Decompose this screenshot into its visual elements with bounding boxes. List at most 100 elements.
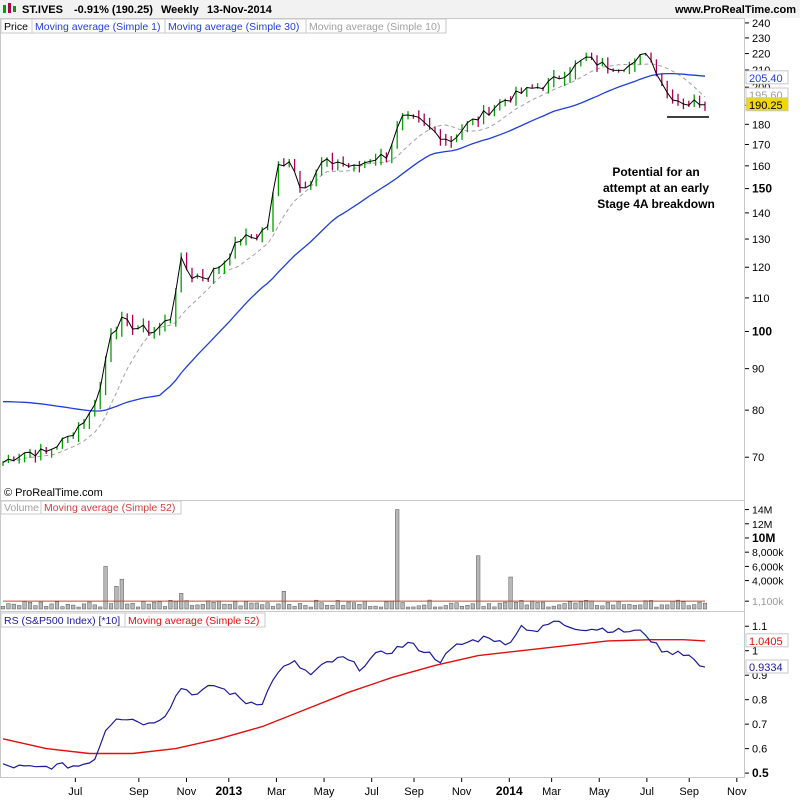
- volume-bar: [281, 590, 286, 610]
- last-price-tag-bg: [745, 97, 789, 112]
- volume-bar: [189, 605, 195, 610]
- price-tick-label: 240: [752, 18, 770, 30]
- x-tick-label: Mar: [267, 786, 286, 798]
- volume-bar: [540, 601, 546, 610]
- volume-bar: [135, 606, 141, 610]
- x-axis: Jul Sep Nov 2013 Mar May Jul Sep Nov 2014 Mar May Ju…: [68, 778, 747, 798]
- volume-bar: [632, 605, 637, 610]
- volume-tick-label: 14M: [752, 505, 772, 517]
- legend-ma1: Moving average (Simple 1): [35, 21, 160, 33]
- volume-bar: [519, 600, 524, 610]
- x-tick-label: Nov: [177, 786, 197, 798]
- volume-bar: [27, 601, 33, 610]
- rs-tick-label: 0.5: [752, 766, 769, 780]
- volume-bar: [373, 605, 378, 610]
- volume-bar: [22, 601, 27, 610]
- volume-bar: [389, 600, 394, 610]
- price-tick-label: 120: [752, 262, 770, 274]
- volume-bar: [33, 605, 38, 610]
- period-label: Weekly: [161, 4, 200, 16]
- rs-tick-label: 0.7: [752, 719, 767, 731]
- volume-bar: [594, 605, 600, 610]
- volume-bar: [432, 606, 438, 610]
- price-legend: Price Moving average (Simple 1) Moving a…: [0, 18, 447, 34]
- volume-bar: [308, 606, 313, 610]
- legend-rs-ma: Moving average (Simple 52): [128, 615, 259, 627]
- volume-bar: [481, 606, 486, 610]
- x-tick-label: Nov: [727, 786, 747, 798]
- volume-bar: [206, 600, 211, 610]
- rs-ma-value-tag: 1.0405: [749, 636, 783, 648]
- rs-line: [2, 620, 706, 770]
- legend-ma30: Moving average (Simple 30): [168, 21, 299, 33]
- volume-bar: [665, 604, 670, 610]
- volume-bar: [621, 604, 627, 610]
- volume-bar: [141, 601, 146, 610]
- volume-bar: [216, 600, 222, 610]
- x-tick-label: Jul: [365, 786, 379, 798]
- volume-bar: [330, 605, 335, 610]
- volume-bar: [422, 604, 427, 610]
- volume-bar: [627, 604, 632, 610]
- x-tick-label: Sep: [129, 786, 149, 798]
- volume-bar: [254, 602, 259, 610]
- volume-bar: [195, 604, 200, 610]
- annotation-text: Potential for an attempt at an early Sta…: [597, 165, 715, 211]
- volume-bar: [567, 601, 573, 610]
- rs-series: 1.0405 0.9334: [2, 620, 789, 770]
- volume-bar: [162, 606, 168, 610]
- rs-value-tag: 0.9334: [749, 662, 783, 674]
- last-price-tag: 190.25: [749, 100, 783, 112]
- volume-bar: [643, 600, 648, 610]
- volume-bar: [362, 600, 367, 610]
- volume-bar: [681, 601, 686, 610]
- legend-volume: Volume: [4, 502, 39, 514]
- volume-tick-label: 8,000k: [752, 547, 784, 559]
- volume-bar: [443, 605, 448, 610]
- rs-tick-label: 0.6: [752, 744, 767, 756]
- volume-bar: [71, 604, 76, 610]
- volume-bar: [98, 606, 103, 610]
- volume-bar: [524, 604, 529, 610]
- volume-bar: [152, 601, 157, 610]
- volume-bar: [168, 600, 173, 610]
- price-tick-label: 170: [752, 139, 770, 151]
- legend-price: Price: [4, 21, 28, 33]
- price-tick-label: 140: [752, 208, 770, 220]
- volume-bar: [378, 606, 384, 610]
- annotation-line-1: Potential for an: [612, 165, 699, 179]
- rs-tick-label: 1.1: [752, 621, 767, 633]
- price-tick-label: 230: [752, 33, 770, 45]
- rs-legend: RS (S&P500 Index) [*10] Moving average (…: [0, 612, 266, 628]
- volume-bar: [6, 603, 11, 610]
- volume-bar: [108, 603, 114, 610]
- volume-bar: [605, 602, 610, 610]
- volume-bar: [530, 600, 535, 610]
- volume-bar: [335, 600, 340, 610]
- price-tick-label: 70: [752, 452, 764, 464]
- volume-bar: [503, 601, 508, 610]
- volume-bar: [395, 509, 400, 610]
- rs-ma-value-tag-bg: [745, 633, 789, 648]
- volume-bar: [130, 602, 135, 610]
- volume-bar: [92, 604, 97, 610]
- volume-bar: [686, 605, 691, 610]
- annotation-line-2: attempt at an early: [603, 181, 709, 195]
- volume-bar: [557, 604, 562, 610]
- volume-bar: [270, 606, 276, 610]
- volume-legend: Volume Moving average (Simple 52): [0, 500, 182, 515]
- legend-rs: RS (S&P500 Index) [*10]: [4, 615, 120, 627]
- volume-bar: [11, 603, 16, 610]
- volume-tick-label: 10M: [752, 531, 775, 545]
- volume-bar: [459, 605, 465, 610]
- volume-bar: [276, 603, 281, 610]
- volume-bar: [508, 576, 513, 610]
- volume-bar: [492, 606, 497, 610]
- volume-bar: [200, 604, 205, 610]
- volume-bar: [287, 604, 292, 610]
- price-tick-label: 100: [752, 325, 772, 339]
- volume-bar: [692, 604, 697, 610]
- x-tick-label: Jul: [640, 786, 654, 798]
- symbol-label: ST.IVES: [22, 4, 63, 16]
